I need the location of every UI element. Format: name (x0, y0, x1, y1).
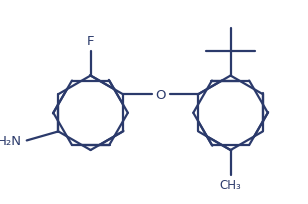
Text: H₂N: H₂N (0, 134, 22, 147)
Text: O: O (155, 88, 166, 101)
Text: CH₃: CH₃ (220, 178, 241, 191)
Text: F: F (87, 35, 94, 48)
